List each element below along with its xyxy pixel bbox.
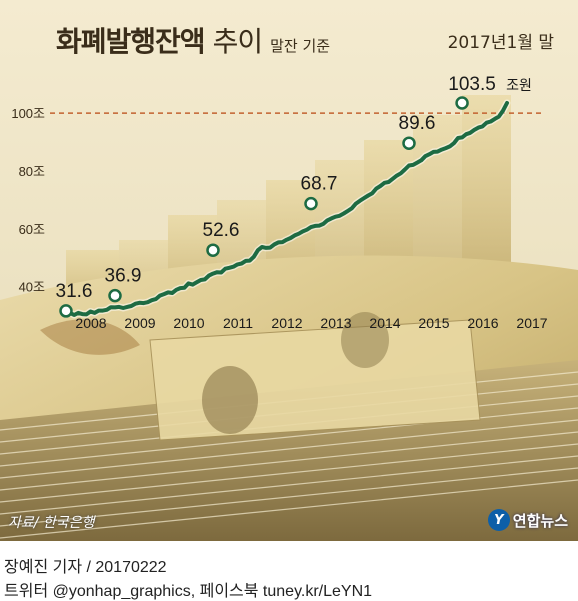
title-note: 말잔 기준 [270, 37, 331, 55]
x-tick-label: 2017 [516, 315, 547, 331]
infographic-card: 화폐발행잔액 추이 말잔 기준 2017년1월 말 40조 60조 80조 100조 200… [0, 0, 578, 541]
point-marker [59, 304, 73, 318]
point-marker [206, 243, 220, 257]
data-label: 52.6 [203, 220, 240, 241]
data-label: 68.7 [301, 174, 338, 195]
x-tick-label: 2013 [320, 315, 351, 331]
data-label: 31.6 [56, 281, 93, 302]
logo-text: 연합뉴스 [512, 511, 568, 530]
line-chart: 40조 60조 80조 100조 2008 2009 2010 2011 2012 2013 201… [11, 74, 547, 331]
yonhap-logo: Y 연합뉴스 [487, 509, 568, 531]
source-note: 자료/ 한국은행 [8, 515, 95, 531]
data-label: 89.6 [399, 113, 436, 134]
data-label: 103.5 [448, 74, 496, 95]
banknote-stack [0, 255, 578, 541]
x-tick-label: 2010 [173, 315, 204, 331]
series-line [64, 101, 509, 317]
point-marker [455, 96, 469, 110]
as-of-label: 2017년1월 말 [447, 33, 554, 53]
x-tick-label: 2012 [271, 315, 302, 331]
logo-mark: Y [487, 509, 510, 531]
y-tick-label: 100조 [11, 106, 45, 121]
byline: 장예진 기자 / 20170222 [4, 559, 167, 576]
x-tick-label: 2009 [124, 315, 155, 331]
y-tick-label: 80조 [19, 164, 45, 179]
title-main: 화폐발행잔액 [56, 25, 206, 58]
x-tick-label: 2008 [75, 315, 106, 331]
data-label-unit: 조원 [506, 77, 532, 93]
data-label: 36.9 [105, 266, 142, 287]
social-handles: 트위터 @yonhap_graphics, 페이스북 tuney.kr/LeYN… [4, 583, 373, 600]
point-marker [304, 196, 318, 211]
x-tick-label: 2014 [369, 315, 400, 331]
x-tick-label: 2015 [418, 315, 449, 331]
point-marker [108, 288, 122, 303]
money-background [0, 0, 578, 541]
title-sub: 추이 [212, 25, 264, 58]
y-tick-label: 60조 [19, 222, 45, 237]
x-tick-label: 2011 [223, 315, 253, 331]
x-tick-label: 2016 [467, 315, 498, 331]
chart-title: 화폐발행잔액 추이 말잔 기준 [56, 20, 330, 60]
point-marker [402, 136, 416, 150]
y-tick-label: 40조 [19, 280, 45, 295]
